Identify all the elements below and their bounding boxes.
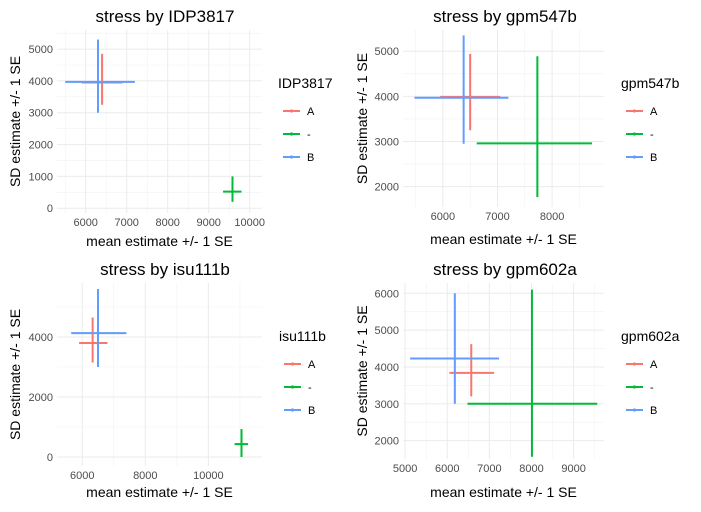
series-crosshair [234,429,249,457]
series-crosshair [81,53,123,105]
legend: isu111b A - B [279,328,326,417]
legend-label: - [650,129,654,141]
x-tick-label: 7000 [477,463,501,475]
x-tick-label: 8000 [540,211,564,223]
y-tick-label: 3000 [375,399,399,411]
legend-key-dot [290,385,295,389]
x-tick-label: 10000 [234,217,265,229]
chart-title: stress by gpm547b [433,7,577,26]
chart-title: stress by IDP3817 [96,7,235,26]
legend-title: IDP3817 [278,75,333,91]
series-crosshair [449,344,495,397]
series-crosshair [476,56,592,198]
chart-title: stress by isu111b [100,260,230,279]
x-tick-label: 6000 [70,470,94,482]
chart-panel-3: 6000 8000 10000 0 2000 4000 stress by isu111b m… [7,260,326,500]
y-tick-label: 5000 [375,325,399,337]
legend-label: A [307,106,315,118]
legend-key-dot [632,109,637,113]
y-tick-label: 2000 [29,140,53,152]
y-tick-label: 3000 [29,108,53,120]
series-crosshair [410,293,500,404]
legend-key-dot [290,408,295,412]
y-tick-label: 2000 [375,182,399,194]
y-tick-label: 2000 [29,392,53,404]
legend-key-dot [289,109,294,113]
x-tick-label: 6000 [435,463,459,475]
legend: gpm547b A - B [621,75,680,164]
x-axis-title: mean estimate +/- 1 SE [430,484,577,500]
y-tick-label: 3000 [375,137,399,149]
y-tick-label: 0 [47,203,53,215]
series-crosshair [467,289,598,457]
y-tick-label: 5000 [29,44,53,56]
series-crosshair [223,176,242,202]
legend-key-dot [632,385,637,389]
x-tick-label: 6000 [431,211,455,223]
x-tick-label: 8000 [133,470,157,482]
y-tick-label: 6000 [375,288,399,300]
y-tick-label: 1000 [29,171,53,183]
legend-key-dot [632,362,637,366]
legend-label: - [650,382,654,394]
y-axis-title: SD estimate +/- 1 SE [354,305,370,436]
x-tick-label: 8000 [519,463,543,475]
y-tick-label: 4000 [375,91,399,103]
legend-title: gpm547b [621,75,680,91]
y-axis-title: SD estimate +/- 1 SE [7,309,23,440]
y-axis-title: SD estimate +/- 1 SE [7,56,23,187]
x-tick-label: 9000 [196,217,220,229]
series-crosshair [79,317,108,363]
chart-panel-1: 6000 7000 8000 9000 10000 0 1000 2000 3000 4000 50… [7,7,333,249]
legend-title: gpm602a [621,328,680,344]
legend-label: - [308,382,312,394]
x-tick-label: 10000 [193,470,224,482]
legend-key-dot [289,132,294,136]
x-axis-title: mean estimate +/- 1 SE [86,484,233,500]
legend-label: B [307,152,314,164]
legend-label: A [650,106,658,118]
chart-panel-4: 5000 6000 7000 8000 9000 2000 3000 4000 5000 6000… [354,260,680,500]
legend: gpm602a A - B [621,328,680,417]
legend-key-dot [632,132,637,136]
y-tick-label: 2000 [375,436,399,448]
legend-label: B [650,152,657,164]
x-tick-label: 9000 [561,463,585,475]
legend-label: B [650,405,657,417]
legend-key-dot [632,408,637,412]
x-tick-label: 7000 [114,217,138,229]
legend: IDP3817 A - B [278,75,333,164]
y-axis-title: SD estimate +/- 1 SE [354,53,370,184]
legend-label: - [307,129,311,141]
x-axis-title: mean estimate +/- 1 SE [430,231,577,247]
legend-label: A [308,359,316,371]
series-crosshair [65,39,135,113]
legend-title: isu111b [279,328,326,344]
y-tick-label: 4000 [29,76,53,88]
chart-title: stress by gpm602a [433,260,577,279]
legend-label: B [308,405,315,417]
y-tick-label: 0 [47,452,53,464]
x-axis-title: mean estimate +/- 1 SE [86,233,233,249]
y-tick-label: 4000 [29,332,53,344]
x-tick-label: 8000 [155,217,179,229]
x-tick-label: 6000 [73,217,97,229]
legend-key-dot [289,155,294,159]
legend-key-dot [290,362,295,366]
x-tick-label: 7000 [485,211,509,223]
series-crosshair [414,35,509,144]
y-tick-label: 4000 [375,362,399,374]
legend-key-dot [632,155,637,159]
series-crosshair [71,289,127,367]
x-tick-label: 5000 [393,463,417,475]
chart-panel-2: 6000 7000 8000 2000 3000 4000 5000 stress by gp… [354,7,680,247]
legend-label: A [650,359,658,371]
y-tick-label: 5000 [375,46,399,58]
